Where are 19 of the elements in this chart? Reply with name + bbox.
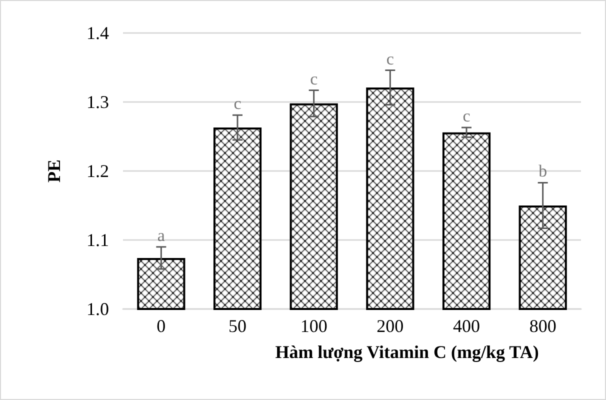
y-tick-label: 1.0 — [86, 299, 109, 319]
x-tick-label: 0 — [156, 316, 166, 336]
annotation: c — [386, 49, 394, 68]
annotation: a — [157, 226, 166, 245]
x-tick-label: 800 — [529, 316, 556, 336]
annotation: c — [234, 94, 242, 114]
y-tick-label: 1.1 — [86, 230, 109, 250]
y-axis-title: PE — [44, 159, 64, 183]
y-tick-label: 1.3 — [86, 92, 109, 112]
x-tick-label: 200 — [376, 316, 404, 336]
annotation: c — [462, 106, 471, 126]
x-tick-label: 50 — [228, 316, 246, 336]
annotation: b — [538, 162, 548, 181]
y-tick-label: 1.2 — [86, 161, 109, 181]
x-tick-label: 100 — [300, 316, 328, 336]
x-axis-title: Hàm lượng Vitamin C (mg/kg TA) — [275, 342, 539, 362]
x-tick-label: 400 — [453, 316, 480, 336]
annotation: c — [310, 69, 318, 88]
y-tick-label: 1.4 — [86, 23, 109, 43]
